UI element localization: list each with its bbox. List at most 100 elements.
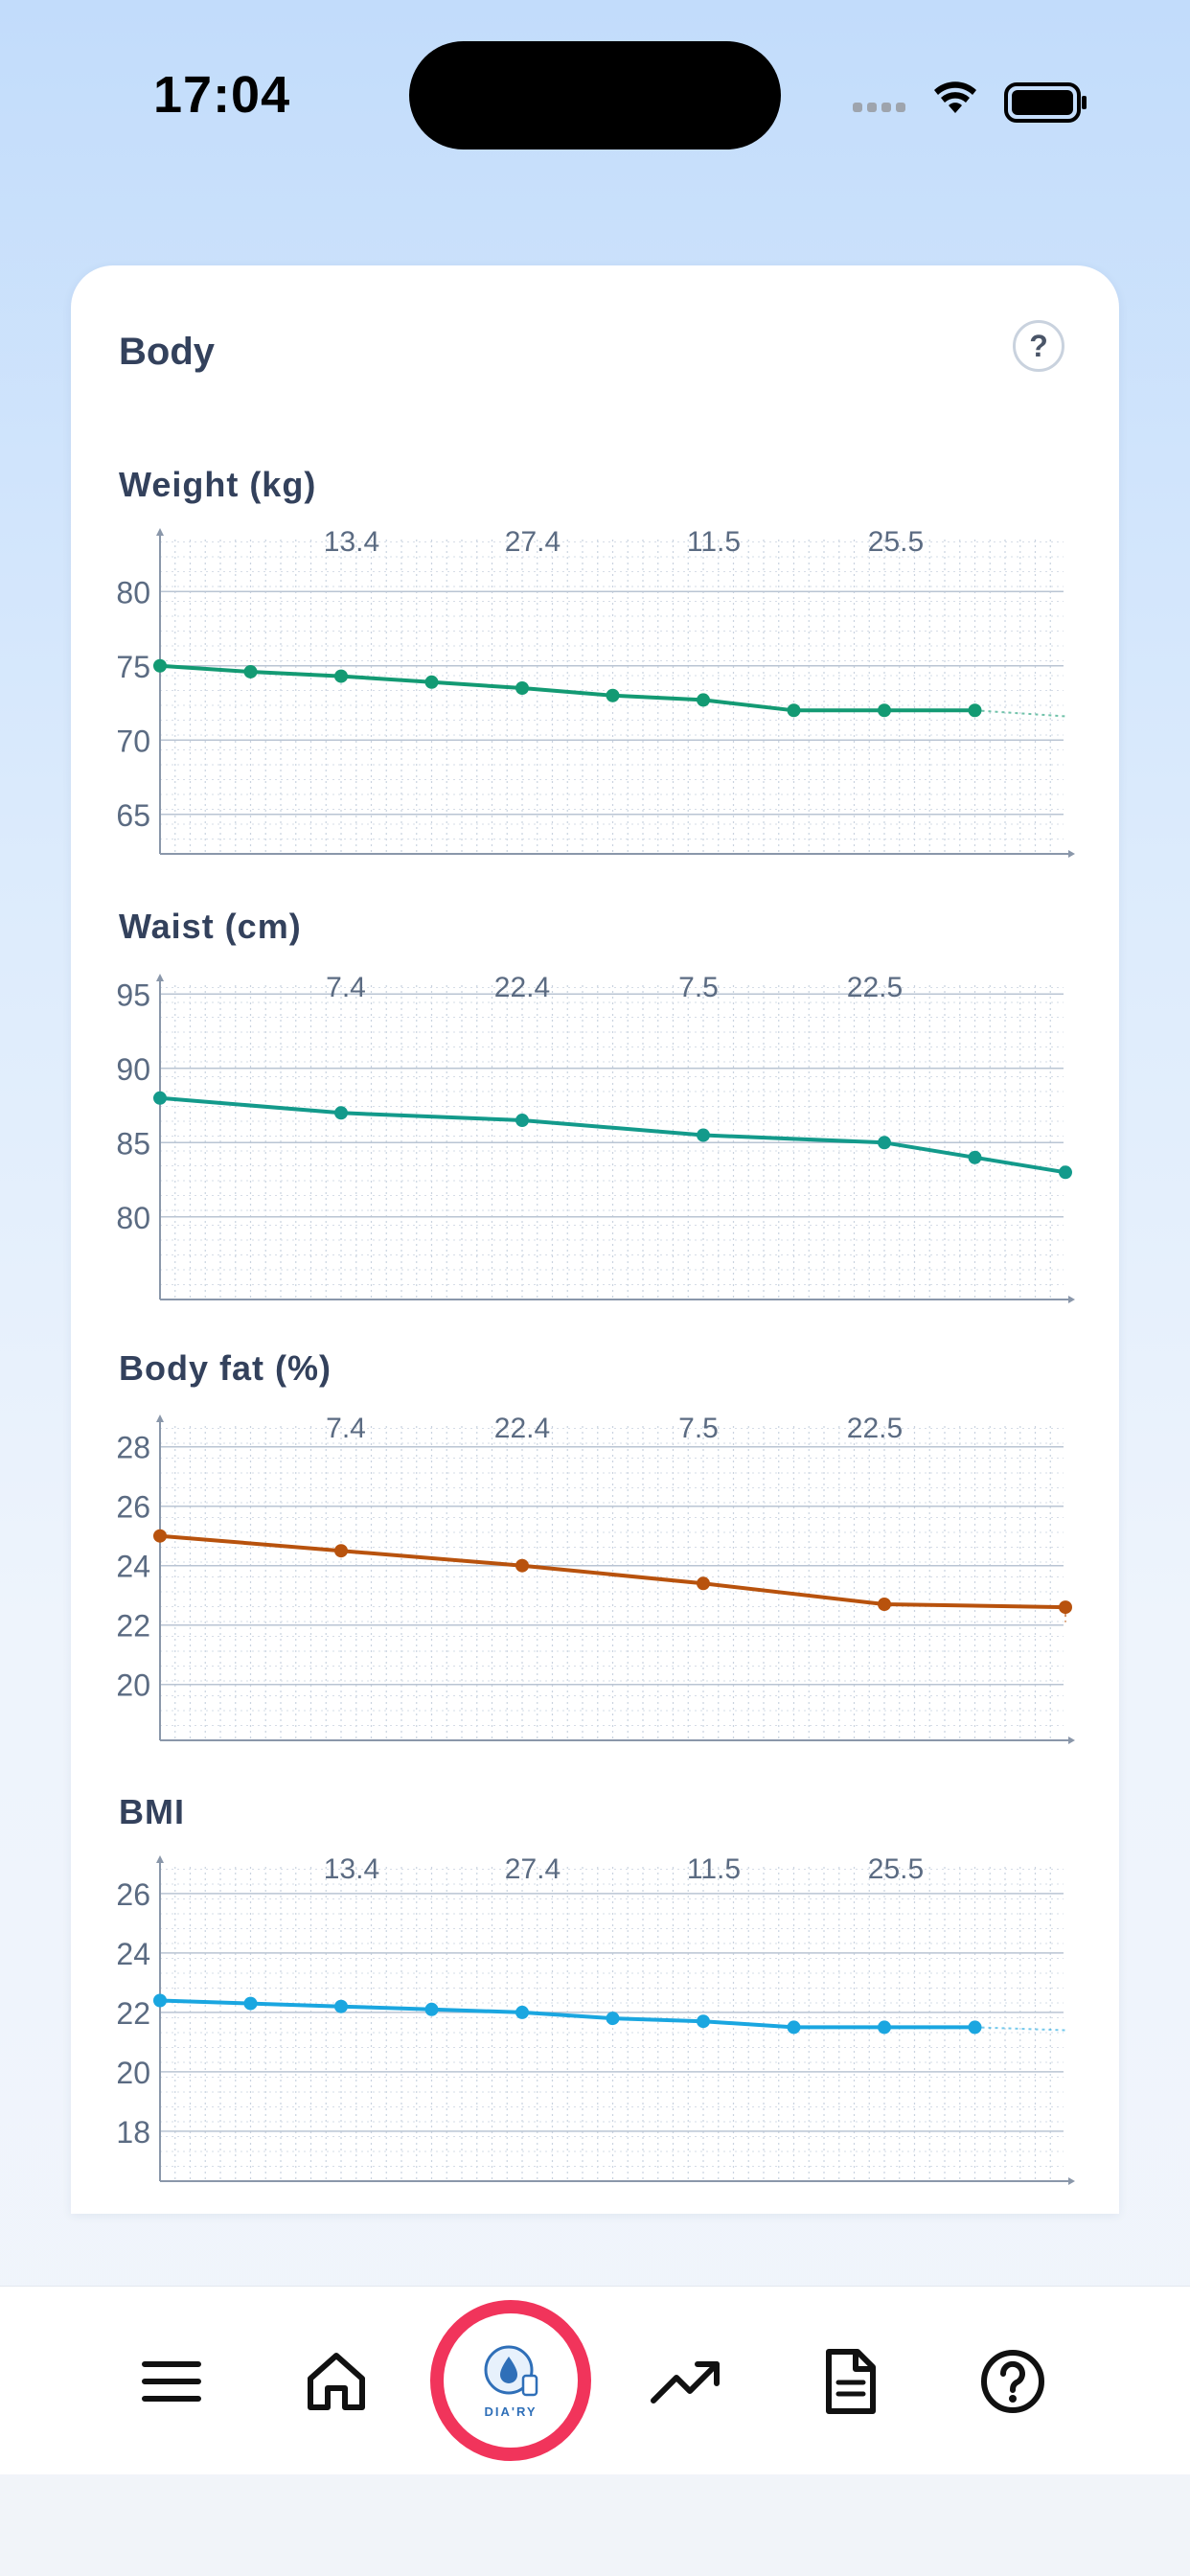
chart-0[interactable]: 80 75 70 65 13.4 27.4 11.5 25.5 [0,513,1190,858]
y-tick-label: 70 [116,724,150,758]
chart-2[interactable]: 28 26 24 22 20 7.4 22.4 7.5 22.5 [0,1399,1190,1744]
y-axis-arrow [156,528,164,536]
y-tick-label: 24 [116,1550,150,1584]
y-axis-arrow [156,974,164,981]
x-date-label: 7.5 [678,972,719,1003]
x-date-label: 22.4 [494,1413,550,1444]
diary-logo-button[interactable]: DIA'RY [430,2300,591,2461]
data-point [606,688,620,702]
help-icon [981,2350,1044,2413]
data-point [424,675,439,689]
data-point [515,2005,529,2019]
wifi-icon [934,81,976,113]
data-point [153,1529,167,1543]
y-axis-arrow [156,1855,164,1863]
y-tick-label: 80 [116,575,150,610]
y-tick-label: 24 [116,1937,150,1971]
y-tick-label: 80 [116,1201,150,1235]
card-help-button[interactable]: ? [1013,320,1064,372]
signal-icon [853,103,905,112]
data-point [787,703,801,718]
chart-3[interactable]: 26 24 22 20 18 13.4 27.4 11.5 25.5 [0,1840,1190,2185]
x-date-label: 22.5 [847,1413,903,1444]
data-point [515,681,529,695]
logo-text: DIA'RY [484,2404,538,2419]
data-point [697,1128,710,1142]
documents-button[interactable] [807,2338,893,2425]
series-line [159,1998,975,2030]
data-point [153,1091,167,1105]
data-point [334,1999,348,2013]
data-point [968,703,982,718]
data-point [968,2020,982,2035]
x-axis-arrow [1068,2177,1075,2185]
data-point [968,1150,982,1164]
chart-title: Waist (cm) [119,907,302,946]
data-point [243,1996,258,2011]
data-point [424,2002,439,2016]
y-tick-label: 26 [116,1877,150,1912]
data-point [697,2014,710,2029]
data-point [153,1993,167,2008]
x-date-label: 11.5 [687,1853,741,1885]
x-date-label: 25.5 [868,1853,924,1885]
data-point [697,1576,710,1591]
x-date-label: 22.4 [494,972,550,1003]
x-date-label: 22.5 [847,972,903,1003]
trends-button[interactable] [643,2338,729,2425]
chart-grid [159,985,1064,1300]
help-button[interactable] [970,2338,1056,2425]
data-point [787,2020,801,2035]
chart-grid [159,540,1064,855]
x-date-label: 7.5 [678,1413,719,1444]
chart-title: BMI [119,1792,185,1831]
y-tick-label: 20 [116,2056,150,2090]
chart-title: Body fat (%) [119,1348,332,1388]
y-axis-arrow [156,1414,164,1422]
data-point [334,669,348,683]
series-line [159,1533,1066,1610]
y-tick-label: 65 [116,798,150,833]
x-date-label: 27.4 [505,526,561,558]
y-tick-label: 75 [116,650,150,684]
data-point [515,1114,529,1128]
x-axis-arrow [1068,1736,1075,1744]
x-date-label: 11.5 [687,526,741,558]
data-point [878,1136,891,1150]
data-point [243,664,258,678]
chart-1[interactable]: 95 90 85 80 7.4 22.4 7.5 22.5 [0,958,1190,1303]
home-indicator-area [0,2474,1190,2576]
x-date-label: 13.4 [324,526,379,558]
y-tick-label: 22 [116,1609,150,1644]
status-icons [853,81,1087,123]
data-point [334,1106,348,1120]
x-date-label: 13.4 [324,1853,379,1885]
x-date-label: 27.4 [505,1853,561,1885]
y-tick-label: 90 [116,1052,150,1087]
y-tick-label: 28 [116,1431,150,1465]
data-point [334,1544,348,1558]
x-axis-arrow [1068,1296,1075,1303]
battery-icon [1004,82,1087,123]
y-tick-label: 26 [116,1490,150,1525]
data-point [878,1598,891,1611]
series-line [159,663,975,713]
diary-logo-icon [484,2345,538,2396]
data-point [515,1558,529,1573]
bottom-nav: DIA'RY [0,2287,1190,2474]
y-tick-label: 22 [116,1996,150,2031]
y-tick-label: 18 [116,2115,150,2150]
menu-button[interactable] [128,2338,215,2425]
data-point [606,2012,620,2026]
trend-line [974,2026,1066,2032]
data-point [878,703,891,718]
y-tick-label: 20 [116,1668,150,1703]
data-point [153,658,167,673]
x-date-label: 25.5 [868,526,924,558]
card-title: Body [119,331,215,373]
home-button[interactable] [293,2338,379,2425]
chart-title: Weight (kg) [119,465,317,504]
x-axis-arrow [1068,850,1075,858]
x-date-label: 7.4 [326,1413,366,1444]
document-icon [826,2349,876,2414]
